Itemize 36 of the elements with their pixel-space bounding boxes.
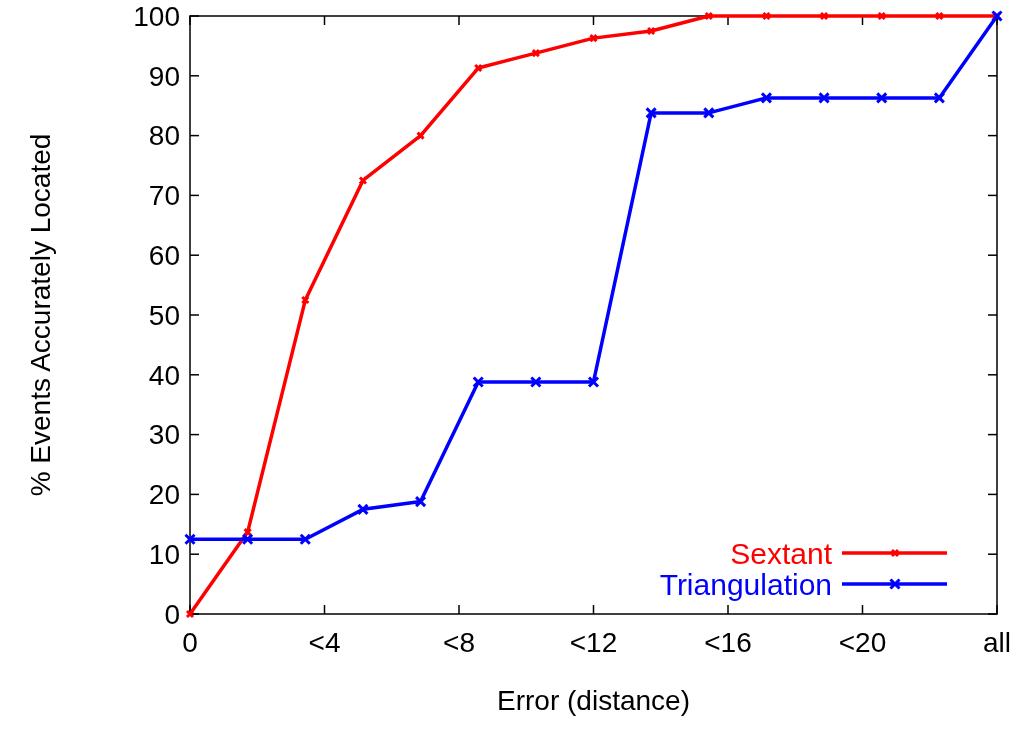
y-tick-label: 70: [148, 180, 180, 212]
point: [818, 91, 831, 104]
text: <12: [569, 627, 618, 658]
point: [414, 495, 427, 508]
y-tick-label: 50: [148, 299, 180, 331]
y-tick-label: 30: [148, 419, 180, 451]
point: [356, 503, 369, 516]
point: [875, 91, 888, 104]
point: [529, 375, 542, 388]
legend-label: Sextant: [730, 536, 833, 570]
y-tick-label: 80: [148, 120, 180, 152]
x-axis-title: Error (distance): [497, 685, 690, 716]
point: [933, 91, 946, 104]
text: <16: [704, 627, 752, 658]
point: [819, 11, 829, 21]
y-tick-label: 10: [148, 539, 180, 570]
point: [645, 106, 658, 119]
y-tick-label: 60: [148, 240, 180, 271]
y-tick-label: 20: [148, 479, 180, 511]
point: [241, 533, 254, 546]
point: [184, 533, 196, 546]
text: all: [982, 627, 1012, 658]
legend-label: Triangulation: [659, 567, 832, 601]
y-tick-label: 100: [133, 0, 180, 32]
point: [587, 375, 600, 388]
point: [299, 533, 312, 546]
point: [472, 375, 485, 388]
text: <20: [838, 627, 887, 658]
point: [702, 106, 715, 119]
y-tick-label: 40: [148, 359, 180, 391]
text: <8: [443, 627, 475, 658]
y-axis-title: % Events Accurately Located: [25, 133, 56, 497]
y-tick-label: 0: [164, 598, 180, 630]
y-tick-label: 90: [148, 60, 180, 92]
text: <4: [308, 627, 341, 658]
point: [760, 91, 773, 104]
